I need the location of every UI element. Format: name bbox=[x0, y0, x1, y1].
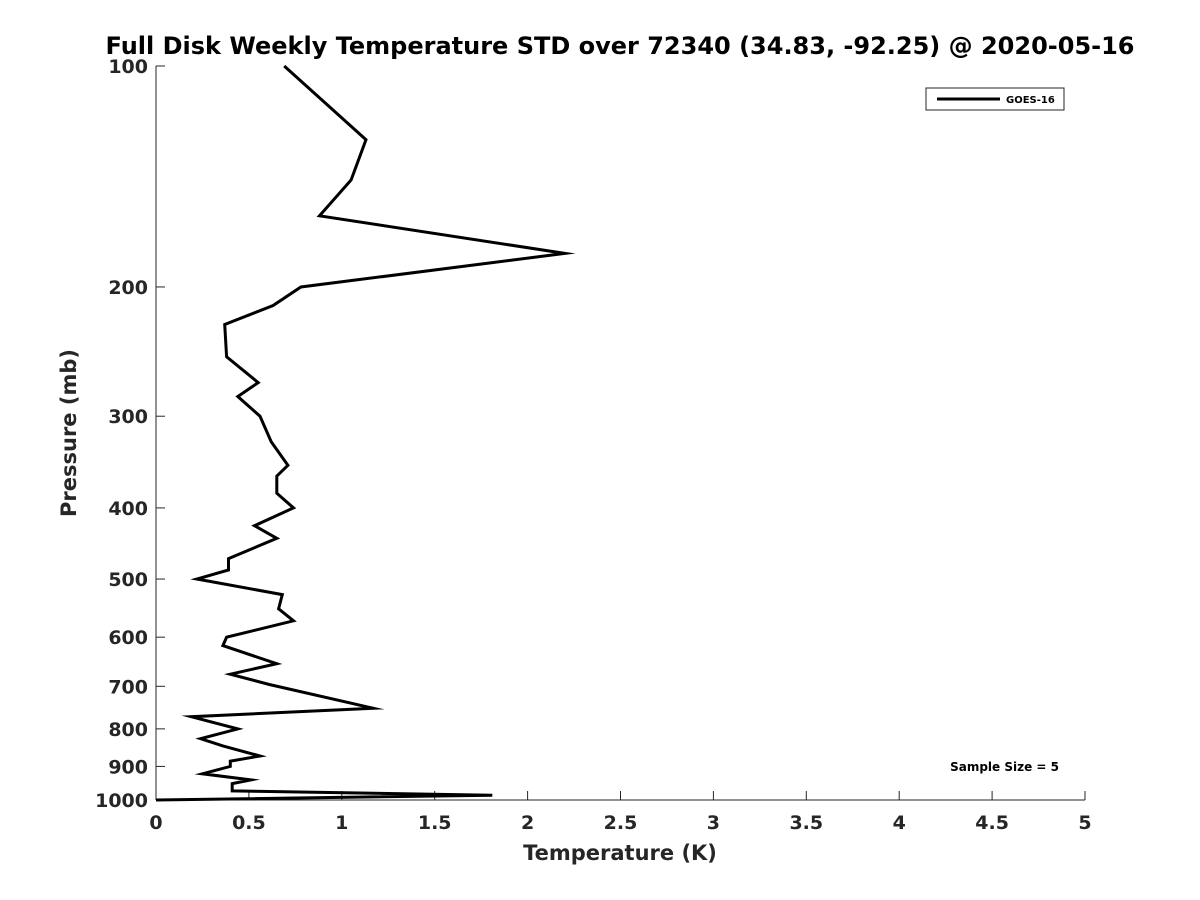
x-tick-label: 4.5 bbox=[975, 812, 1009, 834]
x-tick-label: 1 bbox=[335, 812, 348, 834]
y-axis-label: Pressure (mb) bbox=[57, 349, 81, 517]
x-tick-label: 0.5 bbox=[232, 812, 266, 834]
chart-title: Full Disk Weekly Temperature STD over 72… bbox=[106, 32, 1135, 60]
y-tick-label: 800 bbox=[108, 719, 148, 741]
y-tick-label: 200 bbox=[108, 277, 148, 299]
x-tick-label: 4 bbox=[893, 812, 906, 834]
y-tick-label: 600 bbox=[108, 627, 148, 649]
x-tick-label: 3.5 bbox=[789, 812, 823, 834]
y-tick-label: 900 bbox=[108, 756, 148, 778]
series-layer bbox=[155, 64, 576, 802]
y-tick-label: 700 bbox=[108, 676, 148, 698]
x-tick-label: 0 bbox=[149, 812, 162, 834]
y-tick-label: 500 bbox=[108, 569, 148, 591]
x-tick-label: 3 bbox=[707, 812, 720, 834]
x-tick-label: 2 bbox=[521, 812, 534, 834]
y-tick-label: 100 bbox=[108, 56, 148, 78]
x-tick-label: 5 bbox=[1078, 812, 1091, 834]
sample-size-annotation: Sample Size = 5 bbox=[950, 760, 1059, 774]
y-tick-label: 300 bbox=[108, 406, 148, 428]
series-line-goes-16 bbox=[155, 64, 576, 802]
x-tick-label: 2.5 bbox=[604, 812, 638, 834]
x-axis-label: Temperature (K) bbox=[523, 841, 717, 865]
legend-label: GOES-16 bbox=[1006, 95, 1055, 106]
x-tick-label: 1.5 bbox=[418, 812, 452, 834]
y-tick-label: 400 bbox=[108, 498, 148, 520]
y-tick-label: 1000 bbox=[95, 790, 148, 812]
legend: GOES-16 bbox=[925, 87, 1065, 111]
y-axis-ticks: 100 200 300 400 500 600 700 800 900 1000 bbox=[95, 56, 165, 812]
x-axis-ticks: 0 0.5 1 1.5 2 2.5 3 3.5 4 4.5 5 bbox=[149, 791, 1092, 834]
